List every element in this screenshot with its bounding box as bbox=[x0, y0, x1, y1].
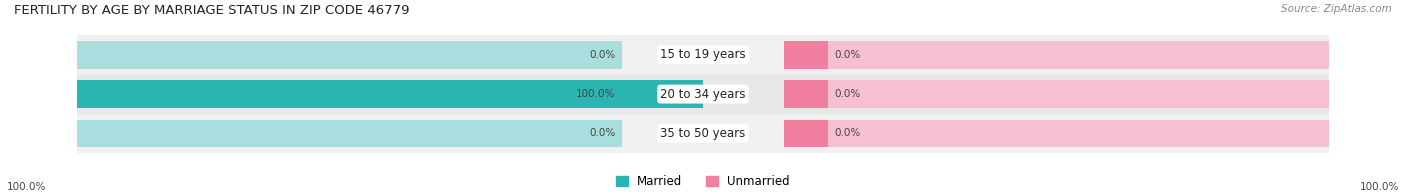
Text: 100.0%: 100.0% bbox=[1360, 182, 1399, 192]
Bar bbox=[77, 120, 621, 147]
Text: Source: ZipAtlas.com: Source: ZipAtlas.com bbox=[1281, 4, 1392, 14]
Bar bbox=[785, 80, 828, 108]
Bar bbox=[77, 94, 1329, 133]
Text: 100.0%: 100.0% bbox=[576, 89, 616, 99]
Bar bbox=[603, 120, 621, 147]
Text: 0.0%: 0.0% bbox=[589, 128, 616, 138]
Bar bbox=[785, 41, 828, 69]
Bar bbox=[785, 80, 1329, 108]
Bar bbox=[77, 80, 703, 108]
Bar bbox=[785, 120, 1329, 147]
Text: 0.0%: 0.0% bbox=[589, 50, 616, 60]
Text: 0.0%: 0.0% bbox=[834, 128, 860, 138]
Text: 15 to 19 years: 15 to 19 years bbox=[661, 48, 745, 61]
Legend: Married, Unmarried: Married, Unmarried bbox=[616, 175, 790, 188]
Bar bbox=[77, 55, 1329, 94]
Bar bbox=[77, 16, 1329, 55]
Bar bbox=[77, 35, 1329, 74]
Text: FERTILITY BY AGE BY MARRIAGE STATUS IN ZIP CODE 46779: FERTILITY BY AGE BY MARRIAGE STATUS IN Z… bbox=[14, 4, 409, 17]
Bar bbox=[603, 41, 621, 69]
Text: 20 to 34 years: 20 to 34 years bbox=[661, 88, 745, 101]
Text: 0.0%: 0.0% bbox=[834, 89, 860, 99]
Text: 35 to 50 years: 35 to 50 years bbox=[661, 127, 745, 140]
Bar bbox=[77, 41, 621, 69]
Bar bbox=[785, 120, 828, 147]
Bar bbox=[785, 41, 1329, 69]
Bar bbox=[77, 80, 621, 108]
Text: 100.0%: 100.0% bbox=[7, 182, 46, 192]
Bar bbox=[77, 114, 1329, 153]
Text: 0.0%: 0.0% bbox=[834, 50, 860, 60]
Bar bbox=[77, 74, 1329, 114]
